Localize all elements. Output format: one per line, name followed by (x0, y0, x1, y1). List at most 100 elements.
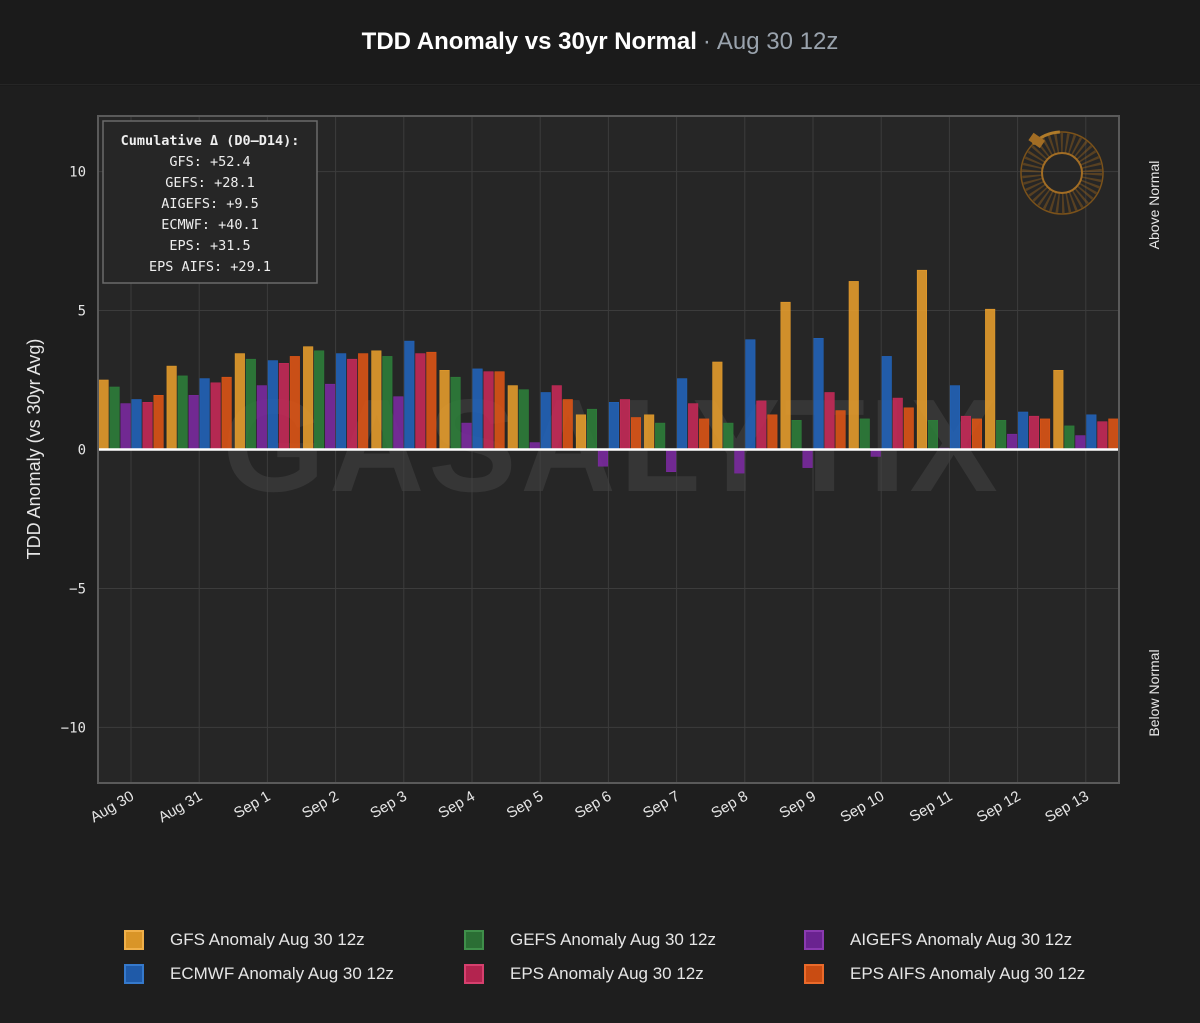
below-normal-label: Below Normal (1146, 649, 1162, 736)
legend-label: AIGEFS Anomaly Aug 30 12z (850, 930, 1073, 949)
bar (848, 281, 859, 450)
summary-box-frame (102, 120, 318, 284)
bar (278, 362, 289, 450)
bar (347, 358, 358, 450)
bar (177, 375, 188, 450)
x-tick-label: Sep 13 (1042, 788, 1092, 826)
bar (439, 369, 450, 450)
bar (221, 376, 232, 450)
legend-swatch (804, 930, 824, 950)
bar (916, 269, 928, 450)
bar (551, 385, 562, 450)
legend-item-ecmwf: ECMWF Anomaly Aug 30 12z (124, 964, 394, 984)
gauge-logo-icon (1019, 130, 1105, 216)
bar (745, 339, 756, 450)
bar-series (98, 269, 1119, 474)
summary-line: GFS: +52.4 (169, 154, 250, 170)
bar (426, 351, 437, 450)
bar (791, 419, 802, 450)
y-tick-label: 0 (78, 443, 86, 459)
bar (1064, 425, 1075, 450)
bar (120, 403, 131, 450)
bar (483, 371, 494, 450)
x-tick-label: Sep 2 (299, 788, 341, 822)
bar (802, 449, 813, 468)
bar (358, 353, 369, 450)
legend-item-gefs: GEFS Anomaly Aug 30 12z (464, 930, 716, 950)
bar (756, 400, 767, 450)
bar (985, 308, 996, 450)
bar (142, 401, 153, 450)
y-tick-label: −5 (69, 581, 86, 597)
bar (336, 353, 347, 450)
legend-item-aigefs: AIGEFS Anomaly Aug 30 12z (804, 930, 1072, 950)
x-tick-label: Sep 9 (777, 788, 819, 822)
bar (712, 361, 723, 450)
chart-legend: GFS Anomaly Aug 30 12z GEFS Anomaly Aug … (0, 929, 1200, 1009)
bar (699, 418, 710, 450)
x-tick-label: Sep 4 (436, 788, 478, 822)
x-axis-ticks: Aug 30 Aug 31 Sep 1 Sep 2 Sep 3 Sep 4 Sep 5 Sep… (87, 788, 1091, 826)
above-normal-label: Above Normal (1146, 161, 1162, 250)
y-tick-label: 10 (69, 165, 86, 181)
title-separator: · (702, 28, 711, 55)
x-tick-label: Sep 8 (708, 788, 750, 822)
x-tick-label: Sep 1 (231, 788, 273, 822)
bar (813, 338, 824, 450)
x-tick-label: Sep 7 (640, 788, 682, 822)
bar (780, 301, 791, 450)
legend-item-gfs: GFS Anomaly Aug 30 12z (124, 930, 365, 950)
bar (586, 408, 598, 450)
legend-label: GEFS Anomaly Aug 30 12z (510, 930, 717, 949)
bar (131, 399, 142, 450)
bar (971, 418, 983, 450)
bar (461, 422, 472, 450)
y-tick-label: 5 (78, 304, 86, 320)
bar (630, 417, 642, 450)
bar (824, 392, 835, 450)
bar (371, 350, 382, 450)
x-tick-label: Sep 11 (907, 788, 956, 826)
bar (688, 403, 699, 450)
x-tick-label: Aug 30 (87, 788, 137, 826)
bar (597, 449, 609, 467)
bar (767, 414, 778, 450)
bar (996, 419, 1007, 450)
bar (859, 418, 870, 450)
bar (188, 394, 199, 450)
bar (562, 399, 573, 450)
summary-line: GEFS: +28.1 (165, 175, 254, 191)
legend-swatch (124, 930, 144, 950)
bar (644, 414, 655, 450)
summary-heading: Cumulative Δ (D0–D14): (121, 133, 300, 149)
bar (1097, 421, 1108, 450)
bar (1108, 418, 1119, 450)
y-axis-ticks: 10 5 0 −5 −10 (61, 165, 86, 737)
y-axis-label: TDD Anomaly (vs 30yr Avg) (24, 339, 44, 560)
bar (166, 365, 177, 450)
legend-swatch (464, 930, 484, 950)
x-tick-label: Aug 31 (156, 788, 206, 826)
bar (540, 392, 551, 450)
bar (619, 399, 631, 450)
legend-label: EPS AIFS Anomaly Aug 30 12z (850, 964, 1086, 983)
cumulative-summary-box: Cumulative Δ (D0–D14): GFS: +52.4 GEFS: … (102, 120, 318, 284)
bar (518, 389, 529, 450)
chart-subtitle: Aug 30 12z (716, 28, 839, 55)
x-tick-label: Sep 3 (367, 788, 409, 822)
bar (655, 422, 666, 450)
bar (234, 353, 245, 450)
plot-frame (97, 115, 1120, 784)
bar (494, 371, 505, 450)
bar (1007, 433, 1018, 450)
bar (382, 356, 393, 450)
bar (210, 382, 221, 450)
legend-label: GFS Anomaly Aug 30 12z (170, 930, 365, 949)
bar (1040, 418, 1051, 450)
legend-item-eps-aifs: EPS AIFS Anomaly Aug 30 12z (804, 964, 1085, 984)
chart-title: TDD Anomaly vs 30yr Normal (361, 28, 697, 55)
bar (1029, 415, 1040, 450)
bar (677, 378, 688, 450)
